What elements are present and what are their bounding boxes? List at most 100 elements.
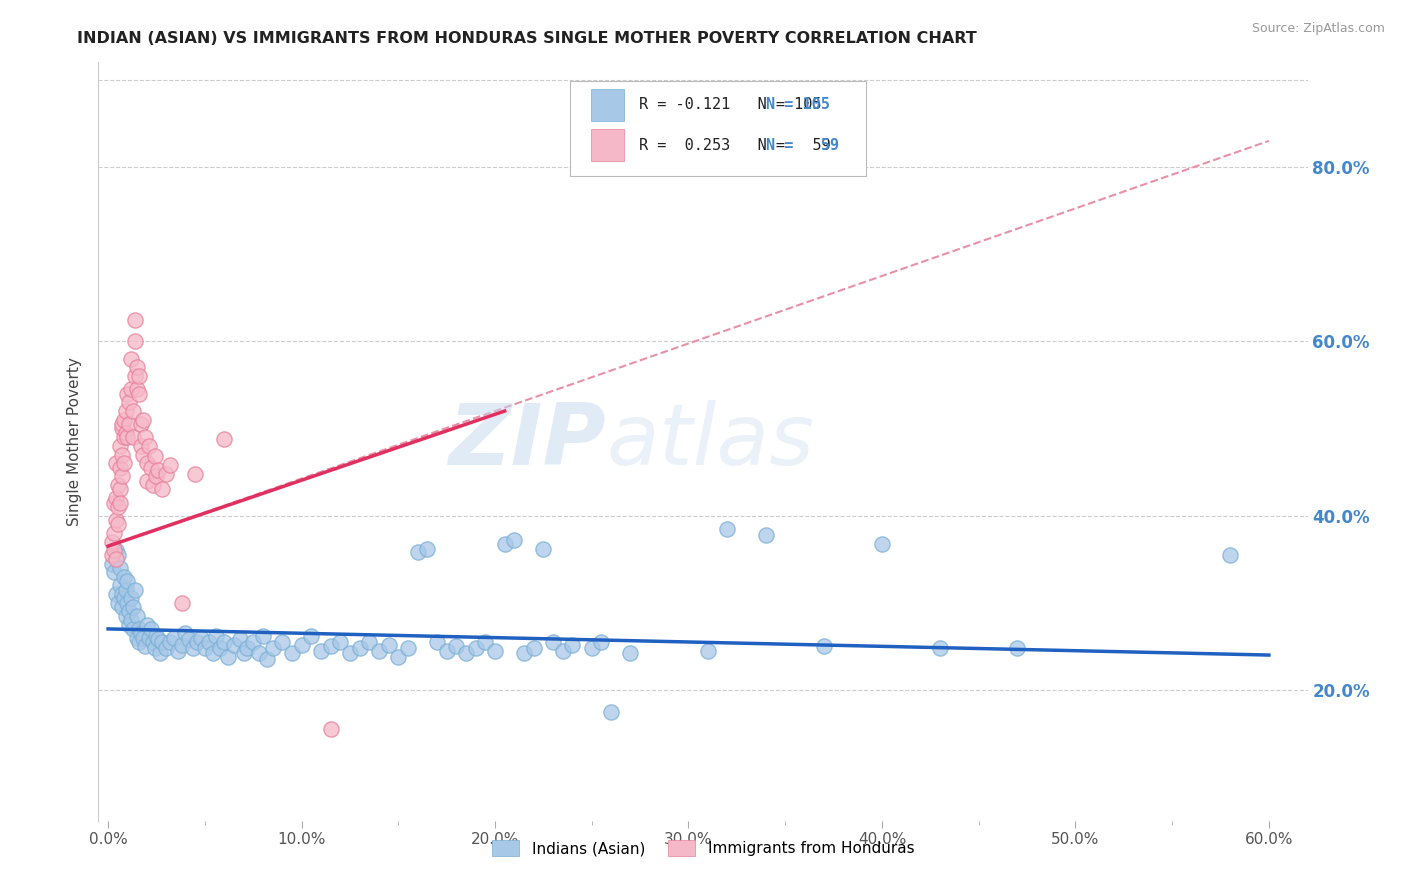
Point [143, 641, 166, 656]
Point [561, 638, 583, 652]
Point [591, 635, 613, 649]
Point [129, 439, 152, 453]
Point [209, 641, 232, 656]
Point [1219, 548, 1241, 562]
Point [242, 635, 264, 649]
Point [108, 561, 131, 575]
Point [531, 541, 554, 556]
Point [190, 631, 212, 645]
Point [148, 463, 170, 477]
Point [523, 641, 546, 656]
Point [217, 649, 239, 664]
Point [135, 456, 157, 470]
Point [406, 545, 429, 559]
Point [129, 626, 152, 640]
Text: R =  0.253   N =   59: R = 0.253 N = 59 [638, 137, 831, 153]
Point [299, 629, 322, 643]
Point [111, 417, 134, 431]
Point [114, 582, 136, 597]
Point [145, 469, 167, 483]
Point [127, 360, 149, 375]
Point [117, 430, 139, 444]
Point [118, 395, 141, 409]
Point [186, 635, 208, 649]
Text: R = -0.121   N = 105: R = -0.121 N = 105 [638, 97, 821, 112]
Text: ZIP: ZIP [449, 400, 606, 483]
Point [128, 386, 150, 401]
Point [159, 635, 181, 649]
Point [262, 641, 284, 656]
Point [149, 646, 172, 660]
Point [114, 404, 136, 418]
Point [117, 574, 139, 588]
Point [155, 641, 177, 656]
Point [309, 643, 332, 657]
Point [236, 641, 259, 656]
Point [111, 600, 134, 615]
Point [232, 646, 254, 660]
Point [134, 640, 156, 654]
Point [329, 635, 352, 649]
Point [132, 631, 155, 645]
Point [541, 635, 564, 649]
Point [319, 722, 342, 736]
Point [112, 430, 135, 444]
Y-axis label: Single Mother Poverty: Single Mother Poverty [67, 357, 83, 526]
Point [166, 643, 188, 657]
Point [107, 596, 129, 610]
Point [145, 629, 167, 643]
Text: INDIAN (ASIAN) VS IMMIGRANTS FROM HONDURAS SINGLE MOTHER POVERTY CORRELATION CHA: INDIAN (ASIAN) VS IMMIGRANTS FROM HONDUR… [77, 31, 977, 46]
Point [256, 652, 278, 666]
Point [228, 632, 250, 647]
Point [122, 600, 145, 615]
Point [124, 334, 146, 349]
Point [551, 643, 574, 657]
Point [104, 456, 127, 470]
Text: atlas: atlas [606, 400, 814, 483]
Point [212, 432, 235, 446]
Point [132, 448, 155, 462]
Point [359, 635, 381, 649]
Point [124, 369, 146, 384]
Point [870, 536, 893, 550]
Point [696, 643, 718, 657]
Point [619, 646, 641, 660]
Point [111, 469, 134, 483]
Point [101, 534, 124, 549]
Point [135, 474, 157, 488]
Point [1007, 641, 1029, 656]
Point [107, 517, 129, 532]
Point [108, 439, 131, 453]
Point [474, 635, 496, 649]
Point [104, 513, 127, 527]
Point [111, 448, 134, 462]
Point [148, 632, 170, 647]
Point [205, 629, 228, 643]
Legend: Indians (Asian), Immigrants from Honduras: Indians (Asian), Immigrants from Hondura… [485, 834, 921, 863]
Text: N = 105: N = 105 [766, 97, 830, 112]
Point [112, 456, 135, 470]
Point [122, 404, 145, 418]
Point [104, 587, 127, 601]
Point [281, 646, 304, 660]
Point [271, 635, 294, 649]
Point [181, 641, 204, 656]
Point [929, 641, 952, 656]
Point [454, 646, 477, 660]
Point [128, 635, 150, 649]
Point [755, 528, 778, 542]
Point [184, 467, 207, 481]
Point [222, 638, 245, 652]
Point [104, 543, 127, 558]
Point [103, 495, 125, 509]
Point [127, 608, 149, 623]
Point [143, 450, 166, 464]
Point [107, 548, 129, 562]
Point [118, 417, 141, 431]
Point [117, 596, 139, 610]
Point [387, 649, 409, 664]
Point [139, 460, 162, 475]
Point [150, 635, 173, 649]
FancyBboxPatch shape [591, 129, 624, 161]
FancyBboxPatch shape [569, 81, 866, 177]
